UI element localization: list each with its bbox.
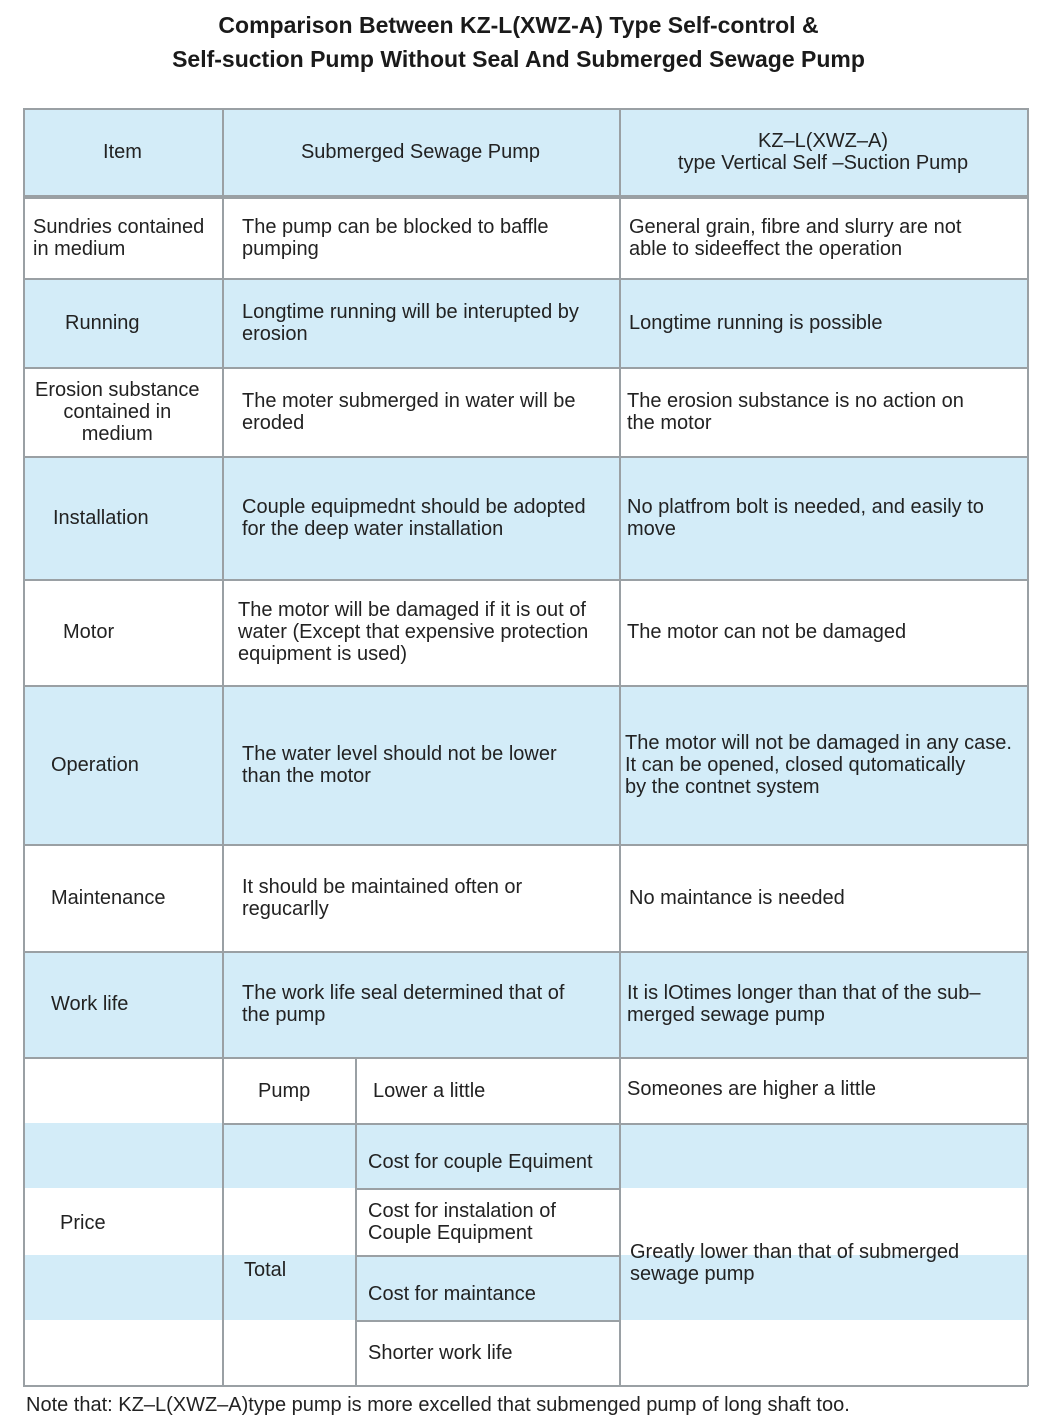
row-band [23, 278, 1027, 367]
row-band [23, 1255, 1027, 1320]
total-cost-item: Cost for instalation of Couple Equipment [368, 1199, 556, 1244]
document-title-line-1: Comparison Between KZ-L(XWZ-A) Type Self… [218, 12, 819, 38]
header-kz-pump: KZ–L(XWZ–A) type Vertical Self –Suction … [677, 129, 969, 174]
header-item: Item [103, 140, 142, 163]
row-band [23, 951, 1027, 1057]
row-band [23, 108, 1027, 195]
header-submerged-pump: Submerged Sewage Pump [300, 140, 541, 163]
document-title-line-2: Self-suction Pump Without Seal And Subme… [172, 46, 865, 72]
kz-pump-cell: No maintance is needed [629, 886, 845, 909]
table-divider [23, 951, 1028, 953]
table-divider [23, 195, 1028, 197]
kz-pump-cell: General grain, fibre and slurry are not … [629, 215, 962, 260]
table-divider [1027, 108, 1029, 1386]
submerged-pump-cell: The moter submerged in water will be ero… [242, 389, 576, 434]
total-cost-item: Cost for maintance [368, 1282, 536, 1305]
total-label: Total [244, 1259, 287, 1281]
submerged-pump-cell: The water level should not be lower than… [242, 742, 557, 787]
kz-pump-cell: It is lOtimes longer than that of the su… [627, 982, 981, 1026]
kz-pump-cell: The motor will not be damaged in any cas… [625, 731, 1012, 798]
submerged-pump-cell: Couple equipmednt should be adopted for … [242, 495, 586, 540]
table-divider [23, 1385, 1028, 1387]
row-item-label: Motor [63, 621, 115, 643]
row-item-label: Sundries contained in medium [33, 215, 205, 260]
row-item-label: Maintenance [51, 886, 166, 909]
row-band [23, 456, 1027, 579]
table-divider [23, 197, 1028, 199]
table-divider [355, 1057, 357, 1386]
pump-price-kz: Someones are higher a little [627, 1078, 877, 1100]
row-item-label: Operation [51, 753, 139, 776]
table-divider [619, 108, 621, 1386]
table-divider [23, 108, 1028, 110]
kz-pump-cell: No platfrom bolt is needed, and easily t… [627, 495, 984, 540]
table-divider [23, 108, 25, 1386]
submerged-pump-cell: It should be maintained often or regucar… [242, 875, 523, 920]
row-item-label: Erosion substance contained in medium [35, 378, 200, 445]
table-divider [23, 844, 1028, 846]
row-band [23, 1123, 1027, 1188]
total-cost-item: Cost for couple Equiment [368, 1150, 593, 1173]
table-divider [23, 579, 1028, 581]
row-item-label: Running [65, 311, 140, 334]
total-price-kz: Greatly lower than that of submerged sew… [630, 1241, 960, 1285]
pump-price-value: Lower a little [373, 1079, 486, 1102]
table-divider [222, 108, 224, 1386]
kz-pump-cell: The erosion substance is no action on th… [627, 389, 964, 434]
kz-pump-cell: Longtime running is possible [629, 311, 883, 334]
table-divider [23, 456, 1028, 458]
footnote: Note that: KZ–L(XWZ–A)type pump is more … [26, 1394, 850, 1416]
submerged-pump-cell: Longtime running will be interupted by e… [242, 300, 579, 345]
table-divider [23, 685, 1028, 687]
table-divider [23, 278, 1028, 280]
table-divider [355, 1188, 620, 1190]
table-divider [23, 367, 1028, 369]
row-band [23, 685, 1027, 844]
table-divider [222, 1123, 1028, 1125]
pump-label: Pump [258, 1079, 311, 1102]
table-divider [23, 1057, 1028, 1059]
price-label: Price [60, 1212, 106, 1234]
row-item-label: Work life [51, 993, 129, 1015]
table-divider [355, 1255, 620, 1257]
table-divider [355, 1320, 620, 1322]
submerged-pump-cell: The motor will be damaged if it is out o… [238, 599, 589, 665]
submerged-pump-cell: The work life seal determined that of th… [242, 982, 565, 1026]
total-cost-item: Shorter work life [368, 1341, 513, 1364]
row-item-label: Installation [53, 506, 149, 529]
submerged-pump-cell: The pump can be blocked to baffle pumpin… [242, 215, 549, 260]
kz-pump-cell: The motor can not be damaged [627, 621, 907, 643]
